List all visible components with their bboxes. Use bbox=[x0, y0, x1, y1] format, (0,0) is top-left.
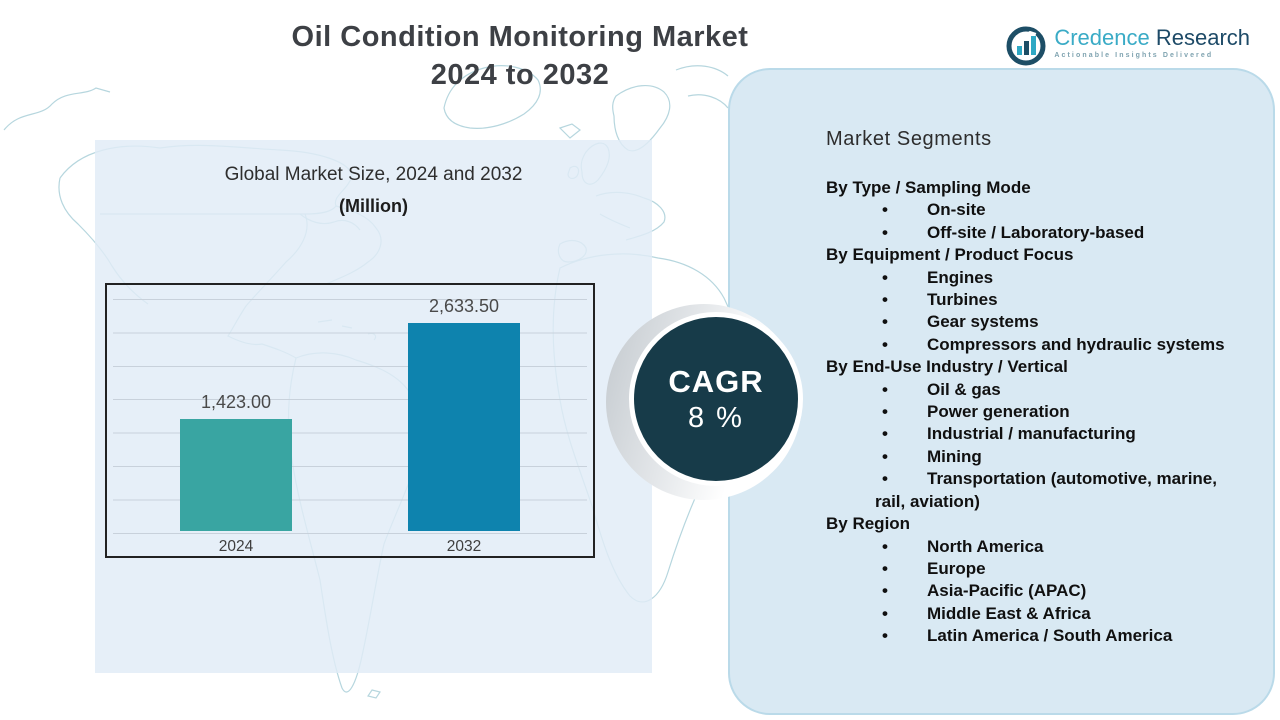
chart-subtitle: (Million) bbox=[339, 196, 408, 216]
bullet-icon: • bbox=[882, 402, 888, 422]
cagr-label: CAGR bbox=[668, 363, 764, 399]
bullet-icon: • bbox=[882, 446, 888, 466]
logo-text: Credence Research Actionable Insights De… bbox=[1054, 26, 1250, 60]
segment-item: • Middle East & Africa bbox=[875, 603, 1249, 625]
bar-group-2032: 2,633.50 2032 bbox=[408, 296, 520, 555]
segment-item: • Compressors and hydraulic systems bbox=[875, 334, 1249, 356]
page-title-line1: Oil Condition Monitoring Market bbox=[291, 21, 749, 53]
bullet-icon: • bbox=[882, 200, 888, 220]
segment-item-label: Engines bbox=[927, 267, 994, 287]
cagr-badge: CAGR 8 % bbox=[629, 312, 803, 486]
page-title-line2: 2024 to 2032 bbox=[430, 59, 610, 91]
segment-item: • Power generation bbox=[875, 401, 1249, 423]
segment-item: • Turbines bbox=[875, 289, 1249, 311]
segment-group-items: • On-site • Off-site / Laboratory-based bbox=[875, 199, 1249, 244]
credence-research-logo: Credence Research Actionable Insights De… bbox=[1006, 26, 1250, 66]
segment-group-label: By Type / Sampling Mode bbox=[826, 178, 1031, 197]
segment-group-label: By End-Use Industry / Vertical bbox=[826, 357, 1068, 377]
segment-group-items: • North America • Europe • Asia-Pacific (APAC… bbox=[875, 536, 1249, 648]
segment-item: • Europe bbox=[875, 558, 1249, 580]
bullet-icon: • bbox=[882, 222, 888, 242]
bar-value-label: 1,423.00 bbox=[200, 392, 272, 412]
segment-item-label: Gear systems bbox=[927, 312, 1039, 332]
segment-item-label: North America bbox=[927, 536, 1044, 556]
bullet-icon: • bbox=[882, 581, 888, 601]
bar-chart: 1,423.00 2024 2,633.50 2032 bbox=[105, 283, 595, 558]
brand-name: Credence Research bbox=[1054, 26, 1250, 50]
bullet-icon: • bbox=[882, 334, 888, 354]
segment-group-label: By Region bbox=[826, 514, 911, 534]
segment-item: • Mining bbox=[875, 446, 1249, 468]
bar-category-label: 2024 bbox=[218, 538, 254, 555]
bullet-icon: • bbox=[882, 603, 888, 623]
segment-item-label: Power generation bbox=[927, 402, 1070, 422]
bullet-icon: • bbox=[882, 626, 888, 646]
bullet-icon: • bbox=[882, 312, 888, 332]
segment-group-items: • Oil & gas • Power generation • Industrial /… bbox=[875, 379, 1249, 513]
bullet-icon: • bbox=[882, 379, 888, 399]
segment-item-label: On-site bbox=[927, 200, 986, 220]
segment-item-label: Compressors and hydraulic systems bbox=[927, 334, 1225, 354]
segments-list: By Type / Sampling Mode • On-site • Off-site… bbox=[730, 177, 1273, 648]
bar-category-label: 2032 bbox=[446, 538, 482, 555]
segment-item-label: Mining bbox=[927, 446, 982, 466]
segment-item-label: Middle East & Africa bbox=[927, 603, 1091, 623]
bullet-icon: • bbox=[882, 424, 888, 444]
bar-2024 bbox=[180, 419, 292, 531]
chart-title: Global Market Size, 2024 and 2032 bbox=[224, 164, 523, 185]
brand-tagline: Actionable Insights Delivered bbox=[1054, 52, 1214, 59]
segment-item-label: Off-site / Laboratory-based bbox=[927, 222, 1145, 242]
segment-item-label: Oil & gas bbox=[927, 379, 1001, 399]
segment-item: • Gear systems bbox=[875, 311, 1249, 333]
bar-group-2024: 1,423.00 2024 bbox=[180, 392, 292, 555]
segment-item: • Engines bbox=[875, 267, 1249, 289]
segment-item-label: Europe bbox=[927, 558, 986, 578]
segment-item: • North America bbox=[875, 536, 1249, 558]
market-segments-panel: Market Segments By Type / Sampling Mode •… bbox=[728, 68, 1275, 715]
segment-item: • On-site bbox=[875, 199, 1249, 221]
bar-value-label: 2,633.50 bbox=[428, 296, 500, 316]
segment-item-label: Latin America / South America bbox=[927, 626, 1173, 646]
brand-first-word: Credence bbox=[1054, 25, 1150, 50]
segment-item-label: Turbines bbox=[927, 290, 998, 310]
bullet-icon: • bbox=[882, 267, 888, 287]
segments-heading: Market Segments bbox=[826, 128, 992, 150]
page-title: Oil Condition Monitoring Market 2024 to … bbox=[0, 18, 1040, 94]
segment-group-items: • Engines • Turbines • Gear systems • Compresso… bbox=[875, 267, 1249, 357]
bullet-icon: • bbox=[882, 290, 888, 310]
segment-item: • Asia-Pacific (APAC) bbox=[875, 580, 1249, 602]
segment-item: • Industrial / manufacturing bbox=[875, 423, 1249, 445]
segment-item: • Oil & gas bbox=[875, 379, 1249, 401]
segment-item: • Transportation (automotive, marine, rai… bbox=[875, 468, 1249, 513]
bullet-icon: • bbox=[882, 536, 888, 556]
segment-item: • Off-site / Laboratory-based bbox=[875, 222, 1249, 244]
segment-group-label: By Equipment / Product Focus bbox=[826, 245, 1074, 265]
bullet-icon: • bbox=[882, 469, 888, 489]
chart-bars: 1,423.00 2024 2,633.50 2032 bbox=[107, 296, 593, 555]
bar-2032 bbox=[408, 323, 520, 531]
segment-item: • Latin America / South America bbox=[875, 625, 1249, 647]
brand-second-word: Research bbox=[1155, 25, 1250, 50]
segment-item-label: Transportation (automotive, marine, rail… bbox=[875, 469, 1217, 511]
cagr-value: 8 % bbox=[688, 401, 744, 434]
bullet-icon: • bbox=[882, 558, 888, 578]
bar-chart-logo-icon bbox=[1006, 26, 1046, 66]
segment-item-label: Asia-Pacific (APAC) bbox=[927, 581, 1087, 601]
segment-item-label: Industrial / manufacturing bbox=[927, 424, 1136, 444]
